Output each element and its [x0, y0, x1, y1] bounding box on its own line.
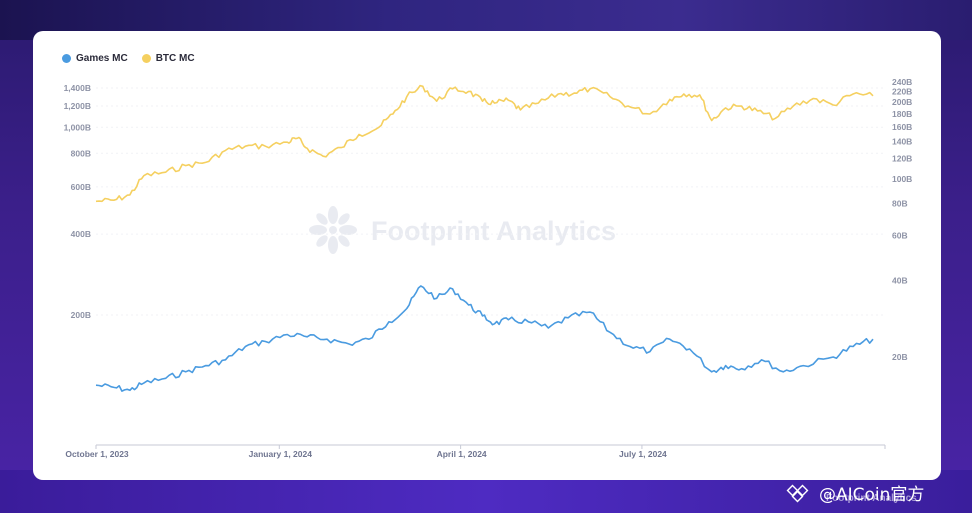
y-right-tick-label: 80B — [892, 199, 908, 209]
y-right-tick-label: 20B — [892, 352, 908, 362]
legend-label-games: Games MC — [76, 53, 128, 64]
y-left-tick-label: 1,400B — [64, 83, 91, 93]
y-left-tick-label: 800B — [71, 148, 91, 158]
legend-label-btc: BTC MC — [155, 53, 195, 64]
chart-legend: Games MC BTC MC — [62, 53, 195, 64]
y-right-tick-label: 200B — [892, 97, 912, 107]
watermark-text: Footprint Analytics — [371, 216, 616, 246]
y-left-tick-label: 1,000B — [64, 122, 91, 132]
corner-brand: @AICoin官方 — [785, 480, 924, 505]
y-left-tick-label: 200B — [71, 310, 91, 320]
series-line-btc — [95, 84, 874, 203]
x-tick-label: January 1, 2024 — [249, 449, 313, 459]
series-line-games — [95, 285, 874, 392]
legend-dot-games — [62, 54, 71, 63]
y-left-tick-label: 400B — [71, 229, 91, 239]
y-right-tick-label: 60B — [892, 230, 908, 240]
y-left-tick-label: 1,200B — [64, 101, 91, 111]
legend-item-btc[interactable]: BTC MC — [141, 53, 195, 64]
x-tick-label: July 1, 2024 — [619, 449, 667, 459]
footprint-logo-icon — [309, 206, 357, 254]
y-right-tick-label: 220B — [892, 87, 912, 97]
y-right-tick-label: 100B — [892, 174, 912, 184]
aicoin-logo-icon — [786, 484, 809, 502]
y-right-tick-label: 40B — [892, 275, 908, 285]
x-tick-label: April 1, 2024 — [437, 449, 487, 459]
x-tick-label: October 1, 2023 — [65, 449, 129, 459]
y-right-tick-label: 240B — [892, 77, 912, 87]
y-right-tick-label: 140B — [892, 137, 912, 147]
y-right-tick-label: 160B — [892, 122, 912, 132]
watermark: Footprint Analytics — [309, 206, 616, 254]
legend-dot-btc — [141, 54, 151, 63]
y-left-tick-label: 600B — [71, 182, 91, 192]
corner-brand-sub: Footprint Analytics — [826, 493, 917, 504]
legend-item-games[interactable]: Games MC — [62, 53, 128, 64]
corner-brand-text: @AICoin官方 — [819, 485, 925, 505]
y-right-tick-label: 180B — [892, 109, 912, 119]
y-right-tick-label: 120B — [892, 154, 912, 164]
